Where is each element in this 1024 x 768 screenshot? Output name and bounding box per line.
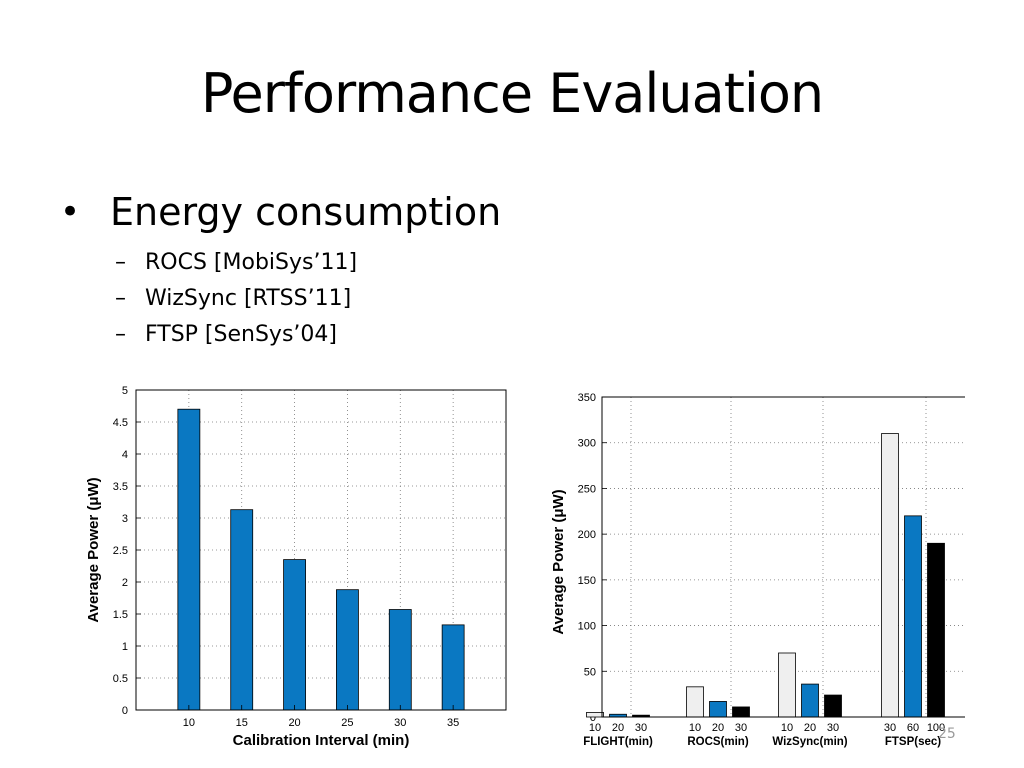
scheme-comparison-chart: 0 50 100 150 200 250 300 350 10 20 30 FLIGHT(min) 10… (550, 392, 965, 748)
x-axis-label: Calibration Interval (min) (233, 732, 410, 749)
sub-bullet-item: – ROCS [MobiSys’11] (115, 244, 501, 280)
y-tick-label: 5 (122, 385, 128, 397)
bar (388, 609, 412, 711)
y-tick-label: 200 (578, 529, 596, 541)
bar (230, 509, 254, 711)
y-tick-label: 0 (590, 712, 596, 724)
y-tick-label: 150 (578, 575, 596, 587)
plot-frame (135, 389, 507, 711)
group-label: FLIGHT(min) (583, 736, 653, 748)
bar (283, 559, 306, 711)
bar (177, 408, 201, 711)
bar (904, 515, 922, 718)
plot-frame (601, 396, 965, 718)
y-tick-label: 0.5 (113, 673, 128, 685)
bar (441, 624, 465, 711)
x-tick-label: 30 (394, 717, 406, 729)
sub-bullet-item: – WizSync [RTSS’11] (115, 280, 501, 316)
y-tick-label: 350 (578, 392, 596, 404)
y-tick-label: 4.5 (113, 417, 128, 429)
x-tick-label: 100 (927, 722, 945, 734)
sub-bullet-item: – FTSP [SenSys’04] (115, 316, 501, 352)
bullet-dot: • (60, 192, 81, 232)
y-tick-label: 0 (122, 705, 128, 717)
y-tick-label: 50 (584, 666, 596, 678)
slide-number: 25 (938, 726, 956, 742)
bar (686, 686, 704, 718)
bar (336, 589, 359, 711)
bar (881, 433, 899, 718)
x-tick-label: 20 (804, 722, 816, 734)
slide-title: Performance Evaluation (200, 62, 824, 125)
y-tick-label: 300 (578, 438, 596, 450)
bar (709, 701, 727, 718)
bar (927, 542, 945, 718)
bar (732, 706, 750, 718)
group-label: ROCS(min) (687, 736, 749, 748)
x-tick-label: 10 (689, 722, 701, 734)
bullet-list: • Energy consumption – ROCS [MobiSys’11] … (60, 190, 501, 352)
x-tick-label: 20 (288, 717, 300, 729)
x-tick-label: 30 (884, 722, 896, 734)
x-tick-label: 20 (712, 722, 724, 734)
bar (801, 683, 819, 718)
y-tick-label: 3 (122, 513, 128, 525)
y-axis-label: Average Power (μW) (550, 489, 567, 634)
y-tick-label: 4 (122, 449, 128, 461)
sub-bullet-dash: – (115, 321, 126, 347)
x-tick-label: 10 (781, 722, 793, 734)
group-label: FTSP(sec) (885, 736, 941, 748)
calibration-interval-chart: 0 0.5 1 1.5 2 2.5 3 3.5 4 4.5 5 10 15 20 25 30 35 Calibra… (85, 385, 507, 749)
y-tick-label: 100 (578, 621, 596, 633)
bullet-text: Energy consumption (110, 190, 502, 234)
x-tick-label: 60 (907, 722, 919, 734)
y-tick-label: 2.5 (113, 545, 128, 557)
sub-bullet-list: – ROCS [MobiSys’11] – WizSync [RTSS’11] – F… (115, 244, 501, 352)
y-tick-label: 1 (122, 641, 128, 653)
x-tick-label: 30 (827, 722, 839, 734)
sub-bullet-dash: – (115, 249, 126, 275)
y-axis-label: Average Power (μW) (85, 477, 102, 622)
x-tick-label: 10 (183, 717, 195, 729)
x-tick-label: 10 (589, 722, 601, 734)
bar (778, 652, 796, 718)
bar (586, 712, 604, 718)
y-tick-label: 250 (578, 483, 596, 495)
group-label: WizSync(min) (772, 736, 847, 748)
x-tick-label: 30 (735, 722, 747, 734)
x-tick-label: 35 (447, 717, 459, 729)
x-tick-label: 15 (236, 717, 248, 729)
sub-bullet-text: FTSP [SenSys’04] (145, 321, 337, 347)
bullet-item: • Energy consumption (60, 190, 501, 234)
y-tick-label: 2 (122, 577, 128, 589)
y-tick-label: 3.5 (113, 481, 128, 493)
sub-bullet-text: WizSync [RTSS’11] (145, 285, 352, 311)
y-tick-label: 1.5 (113, 609, 128, 621)
sub-bullet-text: ROCS [MobiSys’11] (145, 249, 358, 275)
x-tick-label: 30 (635, 722, 647, 734)
sub-bullet-dash: – (115, 285, 126, 311)
x-tick-label: 20 (612, 722, 624, 734)
x-tick-label: 25 (341, 717, 353, 729)
bar (824, 694, 842, 718)
